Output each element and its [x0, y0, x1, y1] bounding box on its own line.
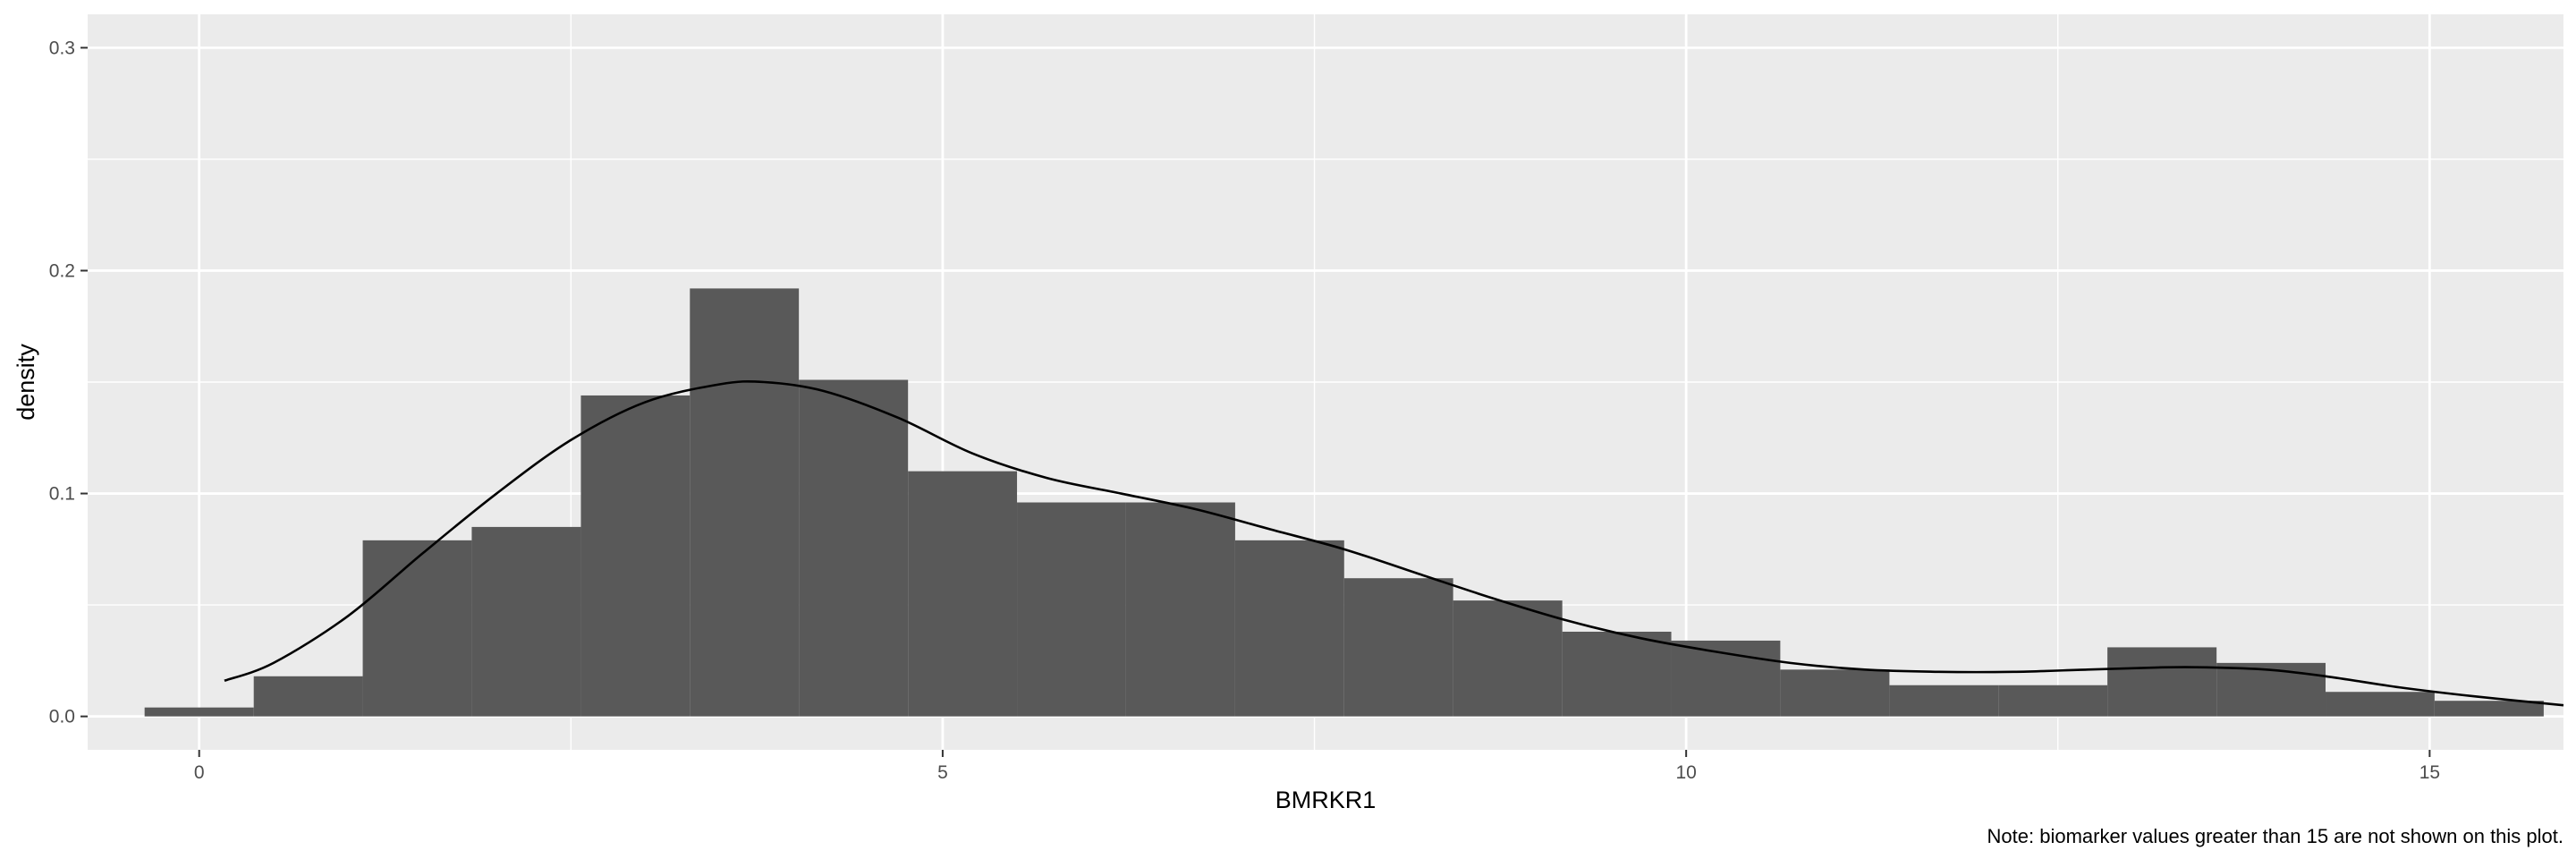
y-tick-label: 0.0	[49, 707, 75, 727]
histogram-bar	[144, 707, 254, 717]
histogram-bar	[2434, 701, 2544, 717]
histogram-bar	[362, 540, 472, 717]
histogram-bar	[2216, 662, 2326, 717]
histogram-bar	[253, 676, 363, 717]
histogram-bar	[1562, 631, 1672, 717]
density-curve	[224, 379, 2564, 707]
histogram-bar	[1453, 600, 1563, 717]
x-tick-label: 10	[1675, 762, 1696, 783]
histogram-bar	[1889, 685, 1999, 717]
histogram-bar	[1343, 578, 1453, 717]
histogram-bar	[799, 379, 909, 717]
histogram-bar	[1234, 540, 1344, 717]
x-tick-label: 15	[2419, 762, 2440, 783]
histogram-bar	[1998, 685, 2108, 717]
histogram-bar	[2107, 647, 2217, 717]
histogram-bar	[690, 288, 800, 717]
y-axis-title: density	[13, 344, 39, 421]
histogram-bar	[1671, 640, 1781, 717]
histogram-bar	[2326, 692, 2435, 717]
histogram-bar	[908, 471, 1018, 717]
histogram-bar	[1780, 669, 1890, 717]
y-tick-label: 0.1	[49, 484, 75, 505]
y-tick-label: 0.3	[49, 38, 75, 58]
histogram-bar	[471, 526, 581, 717]
x-axis-title: BMRKR1	[1275, 787, 1377, 813]
histogram-bar	[1017, 502, 1126, 717]
axis-ticks: 0 5 10 15 0.0 0.1 0.2 0.3	[49, 38, 2440, 783]
x-tick-label: 0	[194, 762, 205, 783]
x-tick-label: 5	[937, 762, 948, 783]
histogram-bar	[1125, 502, 1235, 717]
histogram-bar	[580, 395, 691, 717]
y-tick-label: 0.2	[49, 260, 75, 281]
plot-caption: Note: biomarker values greater than 15 a…	[1987, 825, 2563, 847]
histogram-bars	[144, 288, 2544, 717]
